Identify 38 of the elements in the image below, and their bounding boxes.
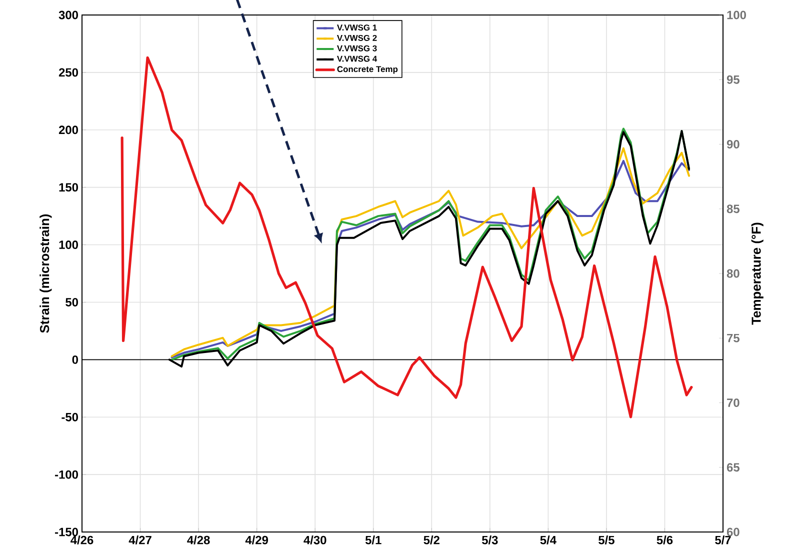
y2-tick-label: 90 (726, 140, 740, 148)
y-tick-label: 250 (58, 68, 78, 77)
y2-tick-label: 80 (726, 269, 740, 278)
y2-tick-label: 75 (727, 334, 740, 342)
y-tick-label: 0 (72, 355, 78, 364)
y-tick-label: 100 (59, 240, 78, 249)
x-tick-label: 5/6 (656, 536, 673, 544)
x-tick-label: 5/3 (482, 536, 498, 544)
legend-label: V.VWSG 4 (336, 56, 378, 62)
x-tick-label: 5/1 (365, 536, 382, 544)
x-tick-label: 5/4 (540, 536, 556, 544)
legend-label: Concrete Temp (337, 66, 398, 74)
y2-tick-label: 70 (727, 398, 740, 407)
y-tick-label: 300 (58, 10, 78, 20)
y2-axis-title: Temperature (°F) (751, 222, 764, 325)
y2-tick-label: 85 (726, 204, 740, 214)
legend-label: V.VWSG 2 (336, 34, 377, 41)
x-tick-label: 4/28 (187, 536, 210, 544)
x-tick-label: 4/26 (70, 536, 94, 544)
y-tick-label: -100 (55, 470, 78, 479)
x-tick-label: 5/2 (424, 536, 440, 544)
y-tick-label: 200 (58, 126, 78, 134)
y2-tick-label: 95 (726, 75, 740, 84)
y2-tick-label: 65 (726, 463, 740, 472)
x-tick-label: 4/27 (128, 536, 152, 544)
x-tick-label: 5/5 (598, 536, 614, 544)
legend-label: V.VWSG 1 (336, 24, 377, 31)
y2-tick-label: 60 (726, 528, 740, 536)
x-tick-label: 4/30 (304, 536, 326, 544)
y-axis-title: Strain (microstrain) (40, 214, 52, 333)
y-tick-label: 50 (66, 298, 78, 306)
x-tick-label: 4/29 (245, 536, 268, 544)
y-tick-label: 150 (59, 183, 78, 192)
y-tick-label: -150 (55, 528, 78, 536)
y-tick-label: -50 (62, 412, 78, 422)
y2-tick-label: 100 (727, 10, 746, 20)
legend-label: V.VWSG 3 (336, 45, 377, 52)
x-tick-label: 5/7 (715, 536, 731, 544)
